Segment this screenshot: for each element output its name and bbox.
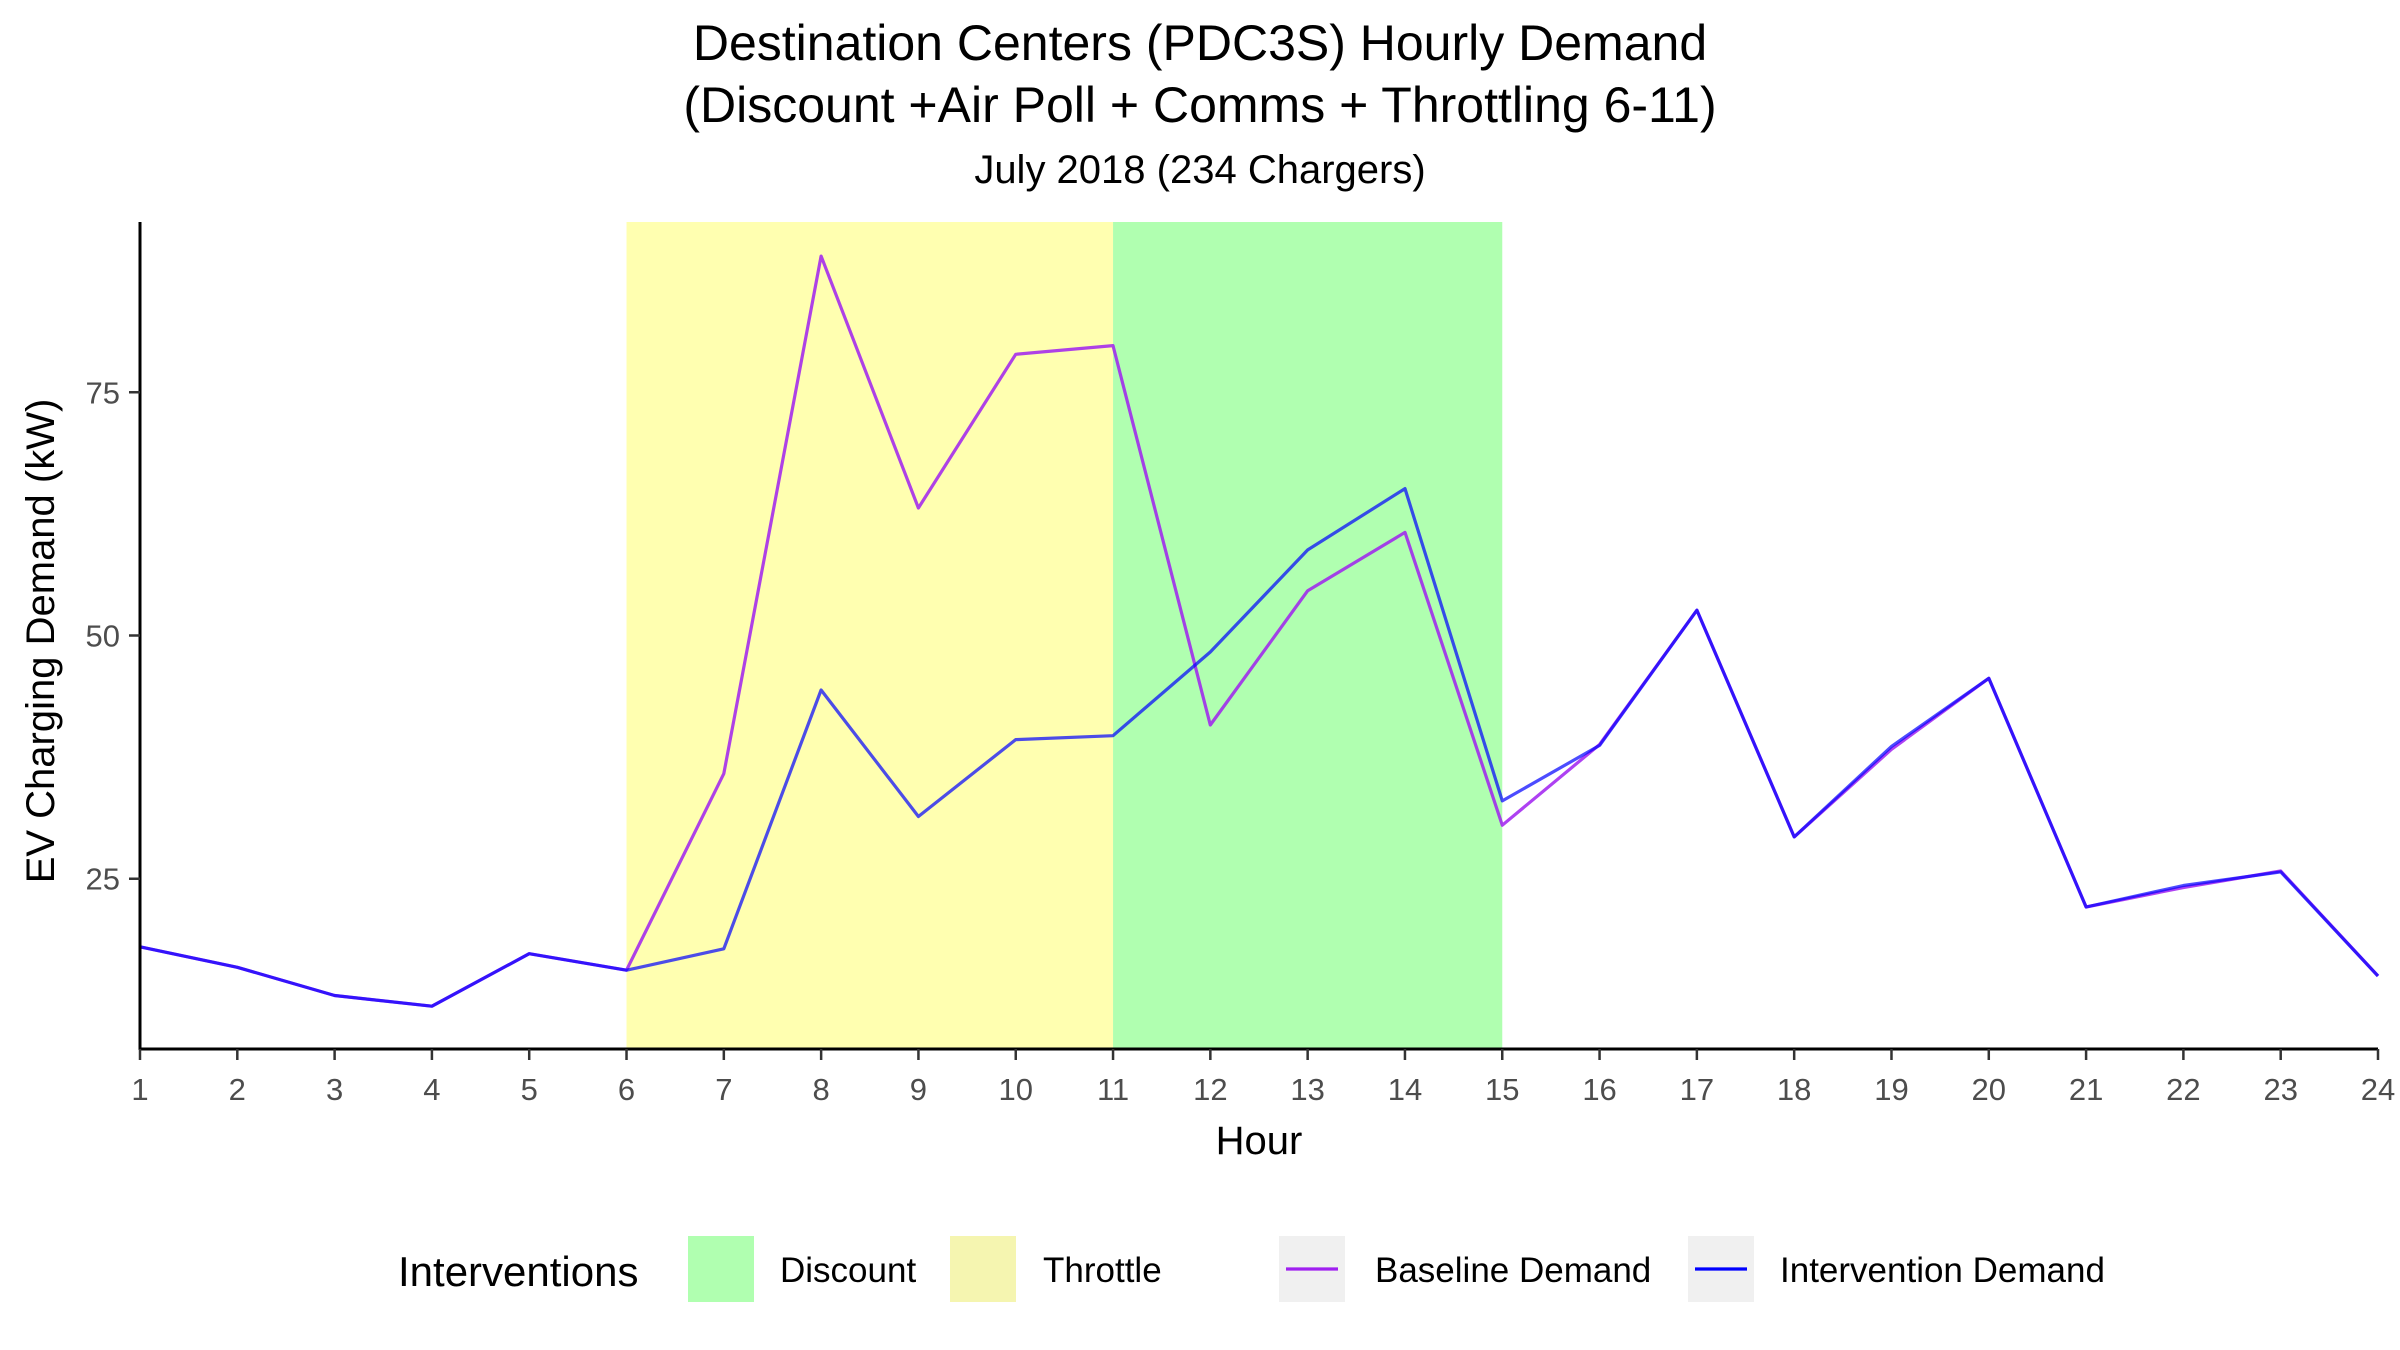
- x-tick-label: 1: [131, 1072, 148, 1107]
- legend-label-baseline-demand: Baseline Demand: [1375, 1251, 1651, 1290]
- series-lines: [139, 254, 2380, 1008]
- chart-subtitle: July 2018 (234 Chargers): [974, 148, 1426, 192]
- x-tick-label: 7: [715, 1072, 732, 1107]
- chart-title-line2: (Discount +Air Poll + Comms + Throttling…: [683, 77, 1717, 133]
- x-tick-label: 16: [1582, 1072, 1616, 1107]
- x-tick-label: 22: [2166, 1072, 2200, 1107]
- x-axis-title: Hour: [1216, 1119, 1303, 1163]
- legend-label-intervention-demand: Intervention Demand: [1780, 1251, 2105, 1290]
- x-tick-label: 13: [1290, 1072, 1324, 1107]
- y-tick-label: 50: [86, 619, 120, 654]
- intervention-bands: [626, 222, 1503, 1049]
- x-tick-label: 21: [2069, 1072, 2103, 1107]
- legend-label-discount: Discount: [780, 1251, 916, 1290]
- x-tick-label: 15: [1485, 1072, 1519, 1107]
- x-tick-label: 18: [1777, 1072, 1811, 1107]
- x-tick-label: 20: [1972, 1072, 2006, 1107]
- band-throttle: [626, 222, 1114, 1049]
- axes: 1 2 3 4 5 6 7 8 9 10 11 12 13 14 15 16 17 18 19 20 21 22 23 242…: [86, 222, 2395, 1107]
- x-tick-label: 23: [2263, 1072, 2297, 1107]
- y-axis-title: EV Charging Demand (kW): [19, 399, 63, 884]
- legend-title: Interventions: [398, 1248, 638, 1295]
- x-tick-label: 14: [1388, 1072, 1422, 1107]
- legend-key-discount: [688, 1236, 754, 1302]
- x-tick-label: 19: [1874, 1072, 1908, 1107]
- x-tick-label: 4: [423, 1072, 440, 1107]
- x-tick-label: 8: [813, 1072, 830, 1107]
- chart-title: Destination Centers (PDC3S) Hourly Deman…: [692, 15, 1708, 71]
- x-tick-label: 2: [229, 1072, 246, 1107]
- y-tick-label: 25: [86, 862, 120, 897]
- band-discount: [1113, 222, 1503, 1049]
- series-line-intervention-demand: [139, 487, 2380, 1008]
- x-tick-label: 10: [998, 1072, 1032, 1107]
- x-tick-label: 6: [618, 1072, 635, 1107]
- legend: Interventions Discount Throttle Baseline D…: [398, 1236, 2105, 1302]
- legend-key-throttle: [950, 1236, 1016, 1302]
- legend-label-throttle: Throttle: [1043, 1251, 1162, 1290]
- x-tick-label: 12: [1193, 1072, 1227, 1107]
- x-tick-label: 11: [1097, 1072, 1129, 1107]
- x-tick-label: 9: [910, 1072, 927, 1107]
- x-tick-label: 17: [1680, 1072, 1714, 1107]
- x-tick-label: 24: [2361, 1072, 2395, 1107]
- x-tick-label: 5: [521, 1072, 538, 1107]
- y-tick-label: 75: [86, 375, 120, 410]
- x-tick-label: 3: [326, 1072, 343, 1107]
